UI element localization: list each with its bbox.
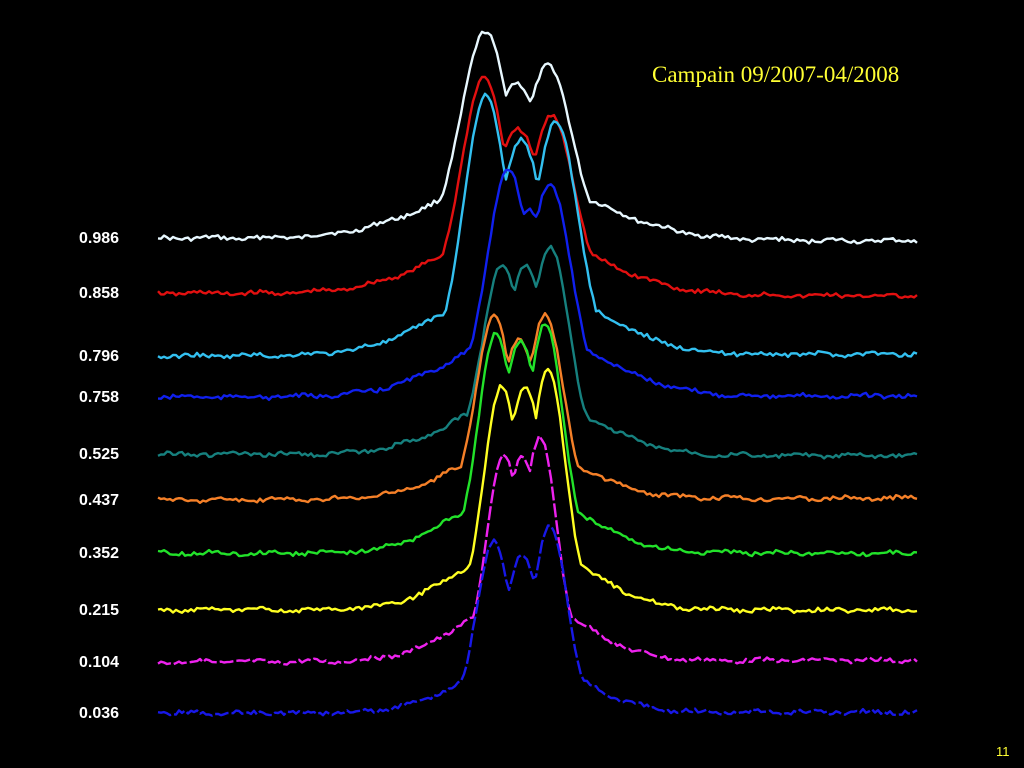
series-line-0.352	[157, 323, 918, 558]
series-line-0.796	[157, 92, 918, 360]
series-line-0.036	[157, 524, 918, 717]
series-line-0.986	[157, 30, 918, 245]
series-line-0.758	[157, 168, 918, 401]
phase-label-0.036: 0.036	[79, 705, 120, 722]
phase-label-0.215: 0.215	[79, 602, 120, 619]
phase-label-0.796: 0.796	[79, 348, 120, 365]
series-line-0.858	[157, 75, 918, 299]
phase-label-0.986: 0.986	[79, 230, 120, 247]
chart-title: Campain 09/2007-04/2008	[652, 62, 900, 87]
series-line-0.104	[157, 434, 918, 666]
page-number: 11	[996, 744, 1010, 759]
series-line-0.437	[157, 312, 918, 504]
phase-label-0.352: 0.352	[79, 545, 120, 562]
phase-label-0.437: 0.437	[79, 492, 120, 509]
series-line-0.215	[157, 367, 918, 615]
phase-label-0.758: 0.758	[79, 389, 120, 406]
series-line-0.525	[157, 244, 918, 460]
phase-label-0.104: 0.104	[79, 654, 120, 671]
phase-label-0.858: 0.858	[79, 285, 120, 302]
phase-label-0.525: 0.525	[79, 446, 120, 463]
